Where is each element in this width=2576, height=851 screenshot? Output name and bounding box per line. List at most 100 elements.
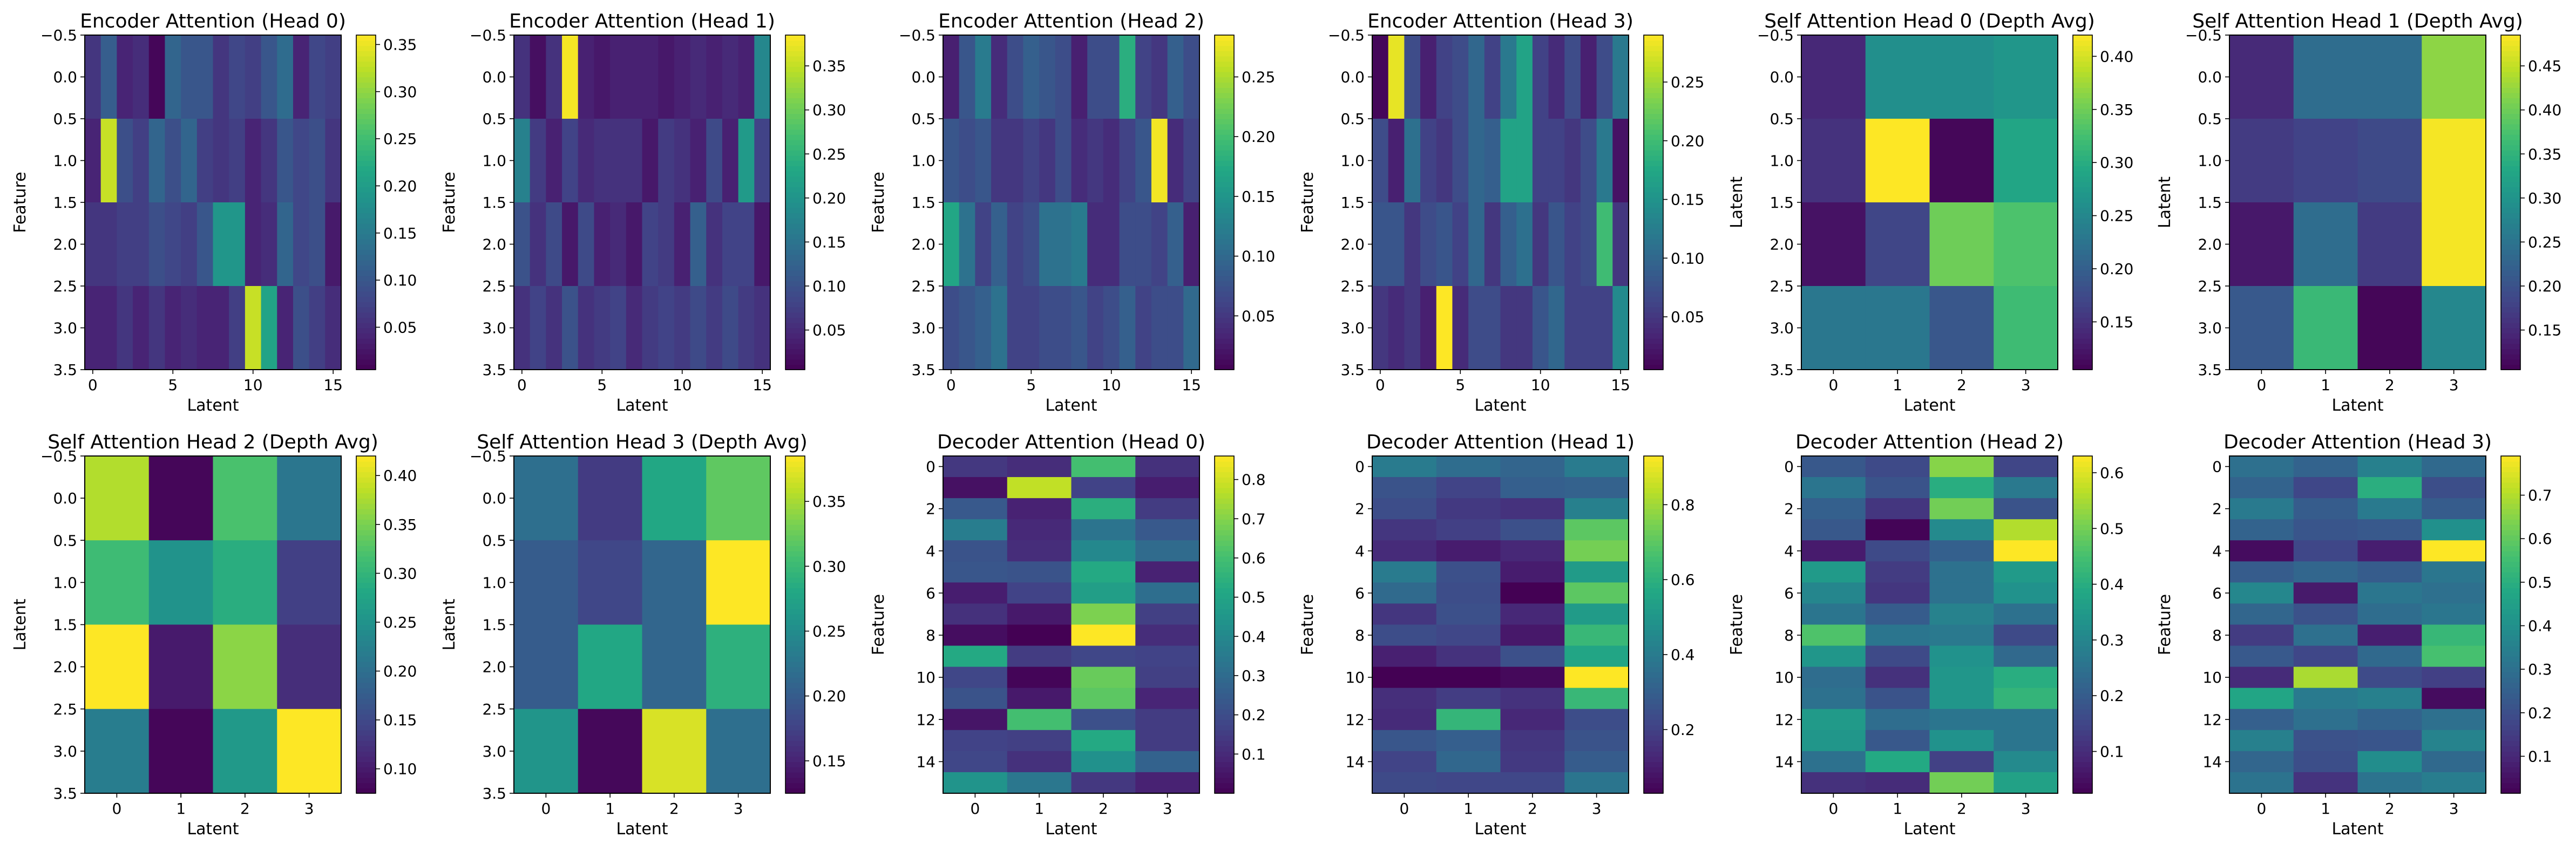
heatmap-cell [1865, 751, 1930, 773]
colorbar-segment [1644, 466, 1663, 473]
panel-title: Encoder Attention (Head 1) [509, 10, 775, 32]
heatmap-cell [1564, 456, 1629, 478]
colorbar-segment [356, 635, 376, 641]
colorbar-segment [356, 603, 376, 610]
colorbar-segment [2501, 550, 2520, 557]
y-tick-label: 2 [926, 500, 936, 518]
heatmap-cell [1865, 645, 1930, 668]
colorbar-segment [1644, 767, 1663, 773]
heatmap-cell [1564, 751, 1629, 773]
colorbar-segment [2501, 777, 2520, 784]
heatmap-cell [1564, 603, 1629, 625]
colorbar-segment [785, 624, 805, 631]
colorbar-segment [785, 709, 805, 715]
x-axis-label: Latent [616, 820, 668, 839]
heatmap-cell [1564, 540, 1629, 562]
y-tick-label: 0.5 [2198, 110, 2222, 128]
colorbar-segment [1215, 353, 1234, 360]
heatmap-cell [1500, 645, 1565, 668]
colorbar-tick-label: 0.4 [2100, 576, 2124, 594]
colorbar-segment [785, 40, 805, 46]
colorbar-segment [2501, 487, 2520, 494]
colorbar-segment [785, 119, 805, 125]
heatmap-cell [546, 286, 562, 370]
colorbar-segment [1644, 66, 1663, 72]
y-tick-label: 2.0 [53, 236, 77, 254]
colorbar-segment [785, 317, 805, 323]
heatmap-cell [1994, 119, 2058, 203]
x-tick-label: 10 [673, 376, 692, 394]
heatmap-cell [578, 624, 643, 710]
heatmap-cell [1183, 202, 1200, 287]
colorbar-segment [2501, 540, 2520, 546]
y-tick-label: 2.5 [2198, 277, 2222, 295]
colorbar-segment [2501, 640, 2520, 646]
heatmap-cell [943, 286, 960, 370]
colorbar-segment [2501, 275, 2520, 282]
x-tick-label: 3 [2449, 376, 2459, 394]
colorbar-tick-label: 0.25 [1671, 73, 1704, 91]
colorbar-segment [1644, 687, 1663, 694]
heatmap-cell [1135, 687, 1200, 710]
colorbar-segment [785, 782, 805, 789]
colorbar-segment [2501, 270, 2520, 276]
heatmap-cell [293, 286, 310, 370]
x-tick-label: 3 [2449, 800, 2459, 818]
heatmap-cell [261, 202, 277, 287]
heatmap-cell [1532, 202, 1549, 287]
y-tick-label: 1.0 [911, 152, 936, 170]
colorbar-segment [2073, 503, 2092, 509]
y-tick-label: 14 [2202, 753, 2222, 771]
heatmap-cell [2229, 751, 2294, 773]
colorbar-segment [2501, 364, 2520, 370]
heatmap-cell [1372, 645, 1437, 668]
colorbar-segment [785, 98, 805, 104]
heatmap-cell [1801, 645, 1866, 668]
heatmap-cell [2357, 477, 2422, 499]
colorbar-segment [2501, 92, 2520, 99]
colorbar-segment [356, 645, 376, 652]
colorbar-segment [2073, 129, 2092, 135]
panel-title: Encoder Attention (Head 0) [80, 10, 346, 32]
y-tick-label: 0.0 [911, 69, 936, 86]
colorbar-segment [1215, 640, 1234, 646]
heatmap-cell [1007, 582, 1072, 604]
colorbar-tick-label: 0.15 [383, 224, 417, 242]
heatmap-cell [706, 624, 771, 710]
y-tick-label: 6 [926, 584, 936, 602]
heatmap-cell [1372, 624, 1437, 646]
heatmap-cell [277, 709, 342, 794]
colorbar-segment [1215, 307, 1234, 313]
heatmap-cell [1994, 603, 2058, 625]
colorbar-segment [2073, 286, 2092, 292]
colorbar-segment [785, 103, 805, 109]
colorbar-segment [2501, 588, 2520, 594]
colorbar-segment [1644, 71, 1663, 78]
y-tick-label: 0.0 [482, 489, 506, 507]
colorbar-segment [356, 524, 376, 530]
colorbar-segment [2501, 472, 2520, 478]
heatmap-cell [1865, 477, 1930, 499]
colorbar-segment [1644, 353, 1663, 360]
heatmap-cell [2422, 456, 2486, 478]
heatmap-cell [943, 456, 1008, 478]
heatmap-cell [1007, 456, 1072, 478]
colorbar-segment [356, 113, 376, 119]
x-tick-label: 1 [2321, 800, 2330, 818]
heatmap-cell [1007, 730, 1072, 752]
colorbar-segment [785, 567, 805, 573]
colorbar-segment [356, 160, 376, 166]
y-tick-label: 3.0 [53, 743, 77, 760]
colorbar-tick-label: 0.2 [1242, 706, 1266, 724]
colorbar-segment [2501, 307, 2520, 313]
colorbar-segment [2501, 124, 2520, 130]
colorbar-segment [356, 176, 376, 182]
heatmap-cell [1167, 202, 1184, 287]
y-tick-label: 10 [1345, 669, 1365, 686]
heatmap-cell [1151, 286, 1168, 370]
colorbar-segment [356, 150, 376, 156]
colorbar-segment [1644, 619, 1663, 625]
heatmap-cell [1596, 35, 1613, 119]
heatmap-cell [1801, 477, 1866, 499]
heatmap-cell [1612, 119, 1629, 203]
